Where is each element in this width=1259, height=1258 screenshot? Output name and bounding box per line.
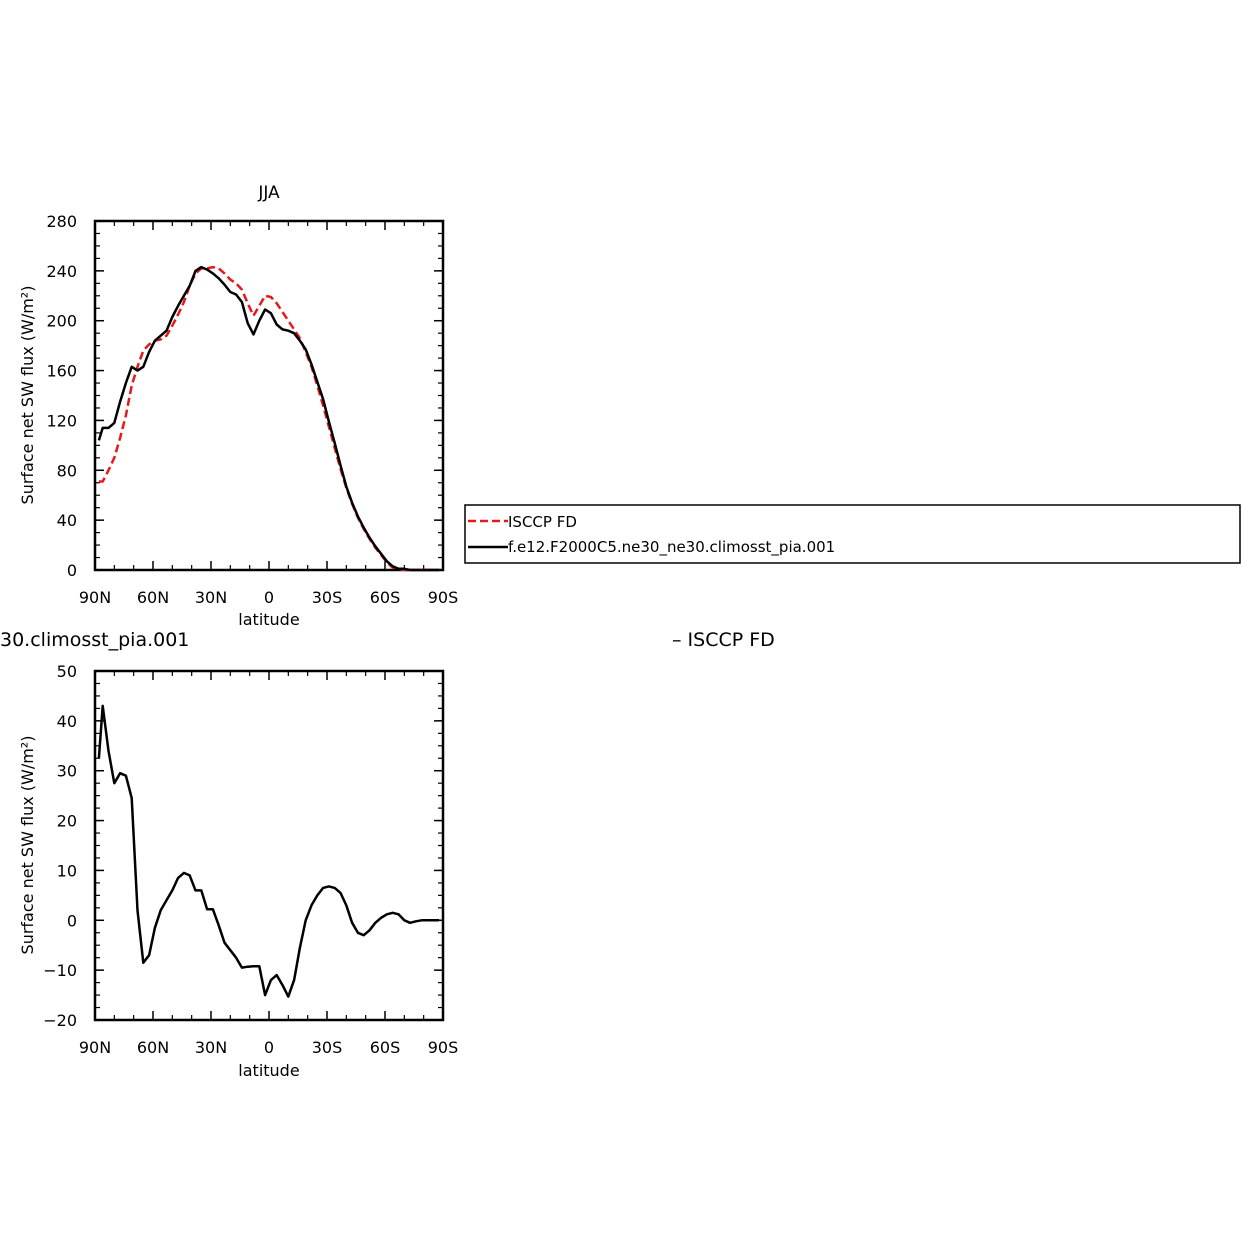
x-tick-label: 30N: [195, 588, 227, 607]
x-tick-label: 60S: [370, 588, 401, 607]
y-tick-label: 40: [57, 712, 77, 731]
y-tick-label: 200: [46, 312, 77, 331]
panel-difference: 30.climosst_pia.001 – ISCCP FD 90N 60N 30N…: [0, 629, 775, 1080]
y-axis-label: Surface net SW flux (W/m²): [18, 286, 37, 505]
plot-frame: [93, 219, 445, 572]
x-tick-label: 60S: [370, 1038, 401, 1057]
x-tick-label: 90S: [428, 1038, 459, 1057]
legend-label-isccp: ISCCP FD: [508, 513, 577, 531]
series-line-difference: [97, 704, 440, 998]
x-tick-label: 90N: [79, 1038, 111, 1057]
y-tick-label: 240: [46, 262, 77, 281]
chart-title-left: 30.climosst_pia.001: [0, 629, 189, 651]
x-tick-label: 90N: [79, 588, 111, 607]
plot-frame: [93, 669, 445, 1022]
legend: ISCCP FD f.e12.F2000C5.ne30_ne30.climoss…: [464, 504, 1241, 564]
x-tick-label: 60N: [137, 1038, 169, 1057]
x-tick-label: 0: [264, 588, 274, 607]
legend-label-model: f.e12.F2000C5.ne30_ne30.climosst_pia.001: [508, 538, 835, 557]
y-tick-label: 40: [57, 511, 77, 530]
y-tick-label: 20: [57, 812, 77, 831]
x-axis-label: latitude: [238, 1061, 299, 1080]
y-tick-label: 280: [46, 212, 77, 231]
series-line-f-e12-f2000c5-ne30-ne30-climosst-pia-001: [97, 265, 440, 572]
y-tick-label: 30: [57, 762, 77, 781]
chart-title-right: – ISCCP FD: [672, 629, 775, 651]
x-tick-label: 30S: [312, 1038, 343, 1057]
chart-title: JJA: [257, 183, 280, 203]
x-tick-label: 30N: [195, 1038, 227, 1057]
legend-frame: [464, 504, 1241, 564]
y-tick-label: 120: [46, 411, 77, 430]
x-axis-label: latitude: [238, 610, 299, 629]
y-tick-label: 50: [57, 662, 77, 681]
y-tick-label: −20: [43, 1011, 77, 1030]
x-tick-label: 90S: [428, 588, 459, 607]
panel-jja: JJA 90N 60N 30N 0 30S 60S 90S 0 40 80 120 160 200 240…: [18, 183, 458, 629]
y-tick-label: −10: [43, 961, 77, 980]
x-tick-label: 60N: [137, 588, 169, 607]
y-tick-label: 80: [57, 461, 77, 480]
y-tick-label: 160: [46, 362, 77, 381]
y-axis-label: Surface net SW flux (W/m²): [18, 736, 37, 955]
y-tick-label: 10: [57, 861, 77, 880]
x-tick-label: 0: [264, 1038, 274, 1057]
x-tick-label: 30S: [312, 588, 343, 607]
y-tick-label: 0: [67, 911, 77, 930]
y-tick-label: 0: [67, 561, 77, 580]
